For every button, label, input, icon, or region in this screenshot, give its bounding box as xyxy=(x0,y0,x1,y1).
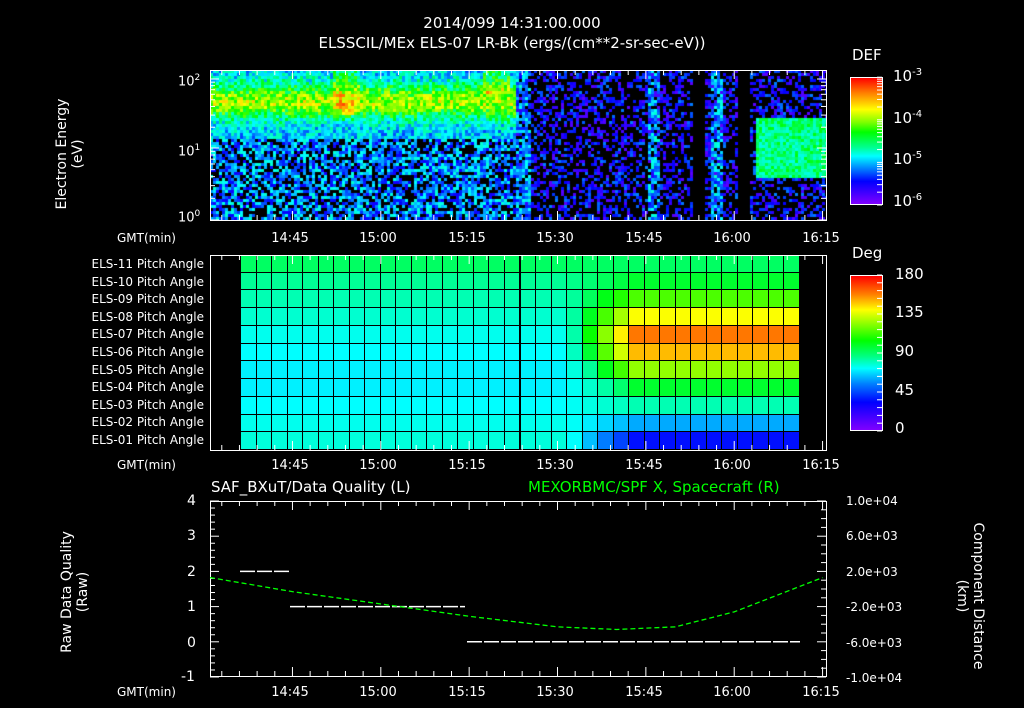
x-tick: 15:30 xyxy=(536,231,574,246)
x-tick: 14:45 xyxy=(271,231,309,246)
energy-tick-100: 102 xyxy=(178,73,201,90)
energy-tick-1: 100 xyxy=(178,209,201,226)
x-tick: 15:00 xyxy=(359,231,397,246)
x-tick: 15:15 xyxy=(448,231,486,246)
def-tick: 10-5 xyxy=(893,150,923,168)
def-colorbar xyxy=(850,77,883,205)
spectrogram-plot-area xyxy=(210,70,826,220)
spectrogram-image xyxy=(210,70,826,220)
energy-tick-10: 101 xyxy=(178,143,201,160)
plot-datetime: 2014/099 14:31:00.000 xyxy=(423,14,601,32)
spectrogram-panel: Electron Energy (eV) 102 101 100 GMT(min… xyxy=(0,0,1024,247)
def-tick: 10-4 xyxy=(893,109,923,127)
def-tick: 10-6 xyxy=(893,192,923,210)
def-colorbar-title: DEF xyxy=(852,46,882,64)
x-tick: 16:00 xyxy=(713,231,751,246)
x-tick: 15:45 xyxy=(625,231,663,246)
plot-title: ELSSCIL/MEx ELS-07 LR-Bk (ergs/(cm**2-sr… xyxy=(318,34,706,52)
x-tick: 16:15 xyxy=(802,231,840,246)
spectrogram-frame xyxy=(210,70,827,221)
gmt-axis-label: GMT(min) xyxy=(117,231,176,245)
spacecraft-x-line xyxy=(209,576,823,631)
def-tick: 10-3 xyxy=(893,67,923,85)
